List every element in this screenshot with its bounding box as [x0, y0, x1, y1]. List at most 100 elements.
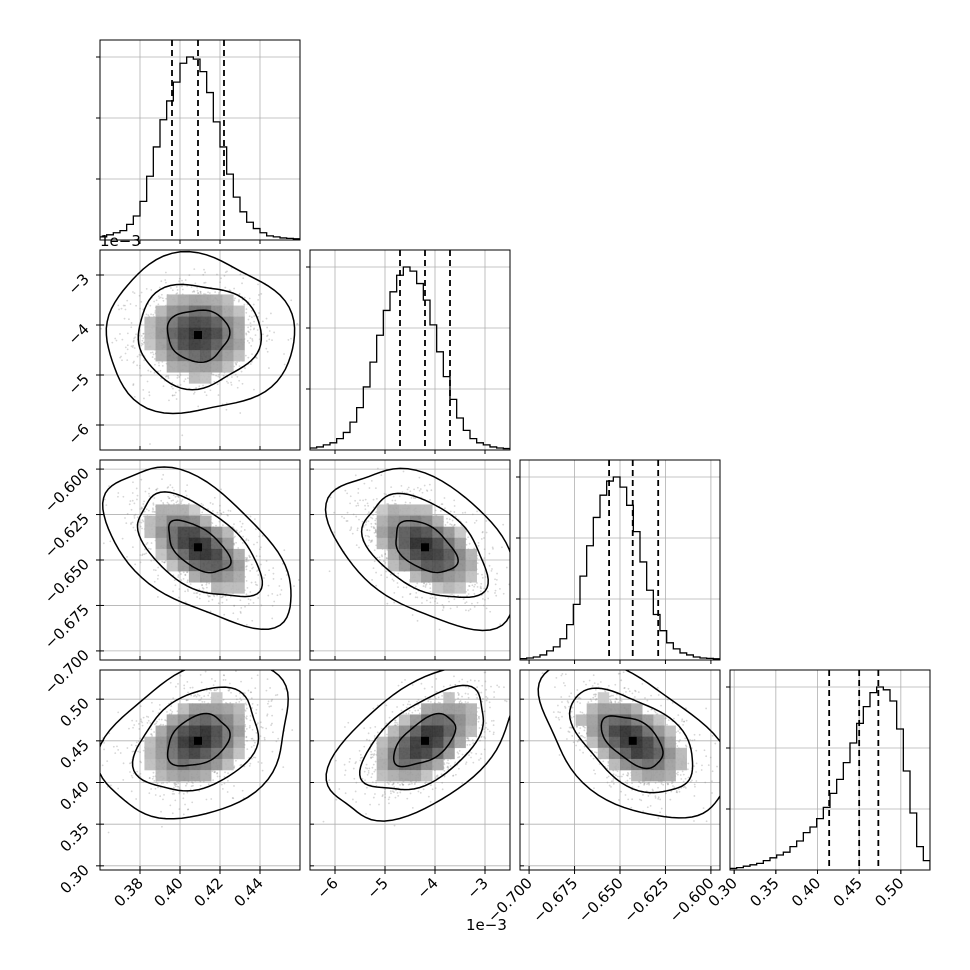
scatter-point [400, 484, 403, 487]
density-cell [177, 526, 190, 539]
scatter-point [176, 384, 179, 387]
scatter-point [283, 353, 285, 355]
scatter-point [454, 515, 457, 518]
scatter-point [245, 579, 248, 582]
scatter-point [222, 674, 225, 677]
scatter-point [465, 609, 467, 612]
density-cell [155, 515, 167, 527]
density-cell [376, 537, 389, 550]
scatter-point [125, 522, 128, 525]
density-cell [233, 316, 245, 329]
scatter-point [179, 383, 182, 386]
scatter-point [176, 292, 179, 295]
scatter-point [374, 529, 377, 532]
scatter-point [220, 783, 223, 786]
scatter-point [473, 605, 476, 608]
scatter-point [117, 304, 120, 307]
scatter-point [409, 592, 412, 595]
density-cell [454, 548, 466, 561]
scatter-point [227, 772, 229, 775]
scatter-point [178, 280, 181, 283]
scatter-point [282, 766, 285, 769]
contour-line [166, 309, 231, 364]
scatter-point [158, 286, 161, 289]
density-cell [188, 515, 201, 527]
scatter-point [163, 561, 165, 564]
scatter-point [440, 503, 443, 506]
scatter-point [502, 592, 505, 595]
scatter-point [384, 553, 387, 556]
density-cell [166, 504, 179, 516]
panel-content [100, 670, 294, 834]
scatter-point [483, 604, 485, 607]
density-cell [155, 350, 167, 362]
scatter-point [241, 382, 244, 385]
scatter-point [130, 345, 133, 348]
scatter-point [414, 596, 417, 599]
density-cell [211, 361, 223, 373]
scatter-point [156, 782, 159, 785]
scatter-point [187, 691, 189, 694]
scatter-point [160, 377, 163, 380]
density-cell [443, 560, 455, 572]
scatter-point [233, 287, 236, 290]
contour-line [136, 491, 264, 598]
scatter-point [128, 762, 131, 765]
scatter-point [244, 725, 247, 728]
scatter-point [241, 522, 244, 525]
density-cell [177, 305, 190, 317]
scatter-point [161, 560, 164, 563]
scatter-point [182, 797, 185, 800]
scatter-point [153, 371, 156, 374]
scatter-point [154, 363, 156, 366]
scatter-point [131, 546, 134, 549]
scatter-point [219, 509, 221, 512]
scatter-point [164, 375, 167, 378]
scatter-point [131, 521, 134, 524]
scatter-point [126, 299, 129, 302]
scatter-point [453, 594, 455, 597]
density-cell [421, 515, 433, 527]
scatter-point [171, 381, 174, 384]
scatter-point [164, 719, 166, 721]
scatter-point [256, 674, 259, 677]
scatter-point [119, 333, 121, 335]
scatter-point [124, 346, 127, 349]
density-cell [465, 548, 477, 561]
scatter-point [257, 294, 260, 296]
scatter-point [491, 546, 494, 549]
density-cell [454, 537, 466, 550]
scatter-point [120, 355, 122, 358]
scatter-point [261, 320, 264, 323]
scatter-point [140, 374, 142, 377]
scatter-point [172, 494, 175, 497]
density-cell [188, 526, 201, 539]
density-cell [155, 548, 167, 561]
scatter-point [128, 318, 130, 321]
scatter-point [251, 339, 254, 342]
scatter-point [372, 514, 374, 516]
density-cell [188, 350, 201, 362]
scatter-point [196, 596, 199, 598]
scatter-point [177, 574, 180, 577]
scatter-point [142, 332, 145, 335]
scatter-point [380, 554, 383, 556]
scatter-point [184, 279, 187, 281]
scatter-point [174, 782, 177, 785]
scatter-point [186, 680, 189, 683]
density-cell [443, 548, 455, 561]
scatter-point [156, 596, 159, 598]
scatter-point [119, 752, 122, 754]
density-cell [188, 571, 201, 583]
scatter-point [384, 553, 387, 555]
scatter-point [480, 582, 483, 585]
scatter-point [442, 606, 445, 609]
scatter-point [209, 502, 212, 504]
scatter-point [462, 598, 465, 600]
scatter-point [153, 300, 155, 303]
scatter-point [208, 292, 211, 294]
density-cell [177, 504, 190, 516]
scatter-point [247, 326, 250, 329]
scatter-point [132, 344, 135, 347]
scatter-point [181, 285, 183, 288]
